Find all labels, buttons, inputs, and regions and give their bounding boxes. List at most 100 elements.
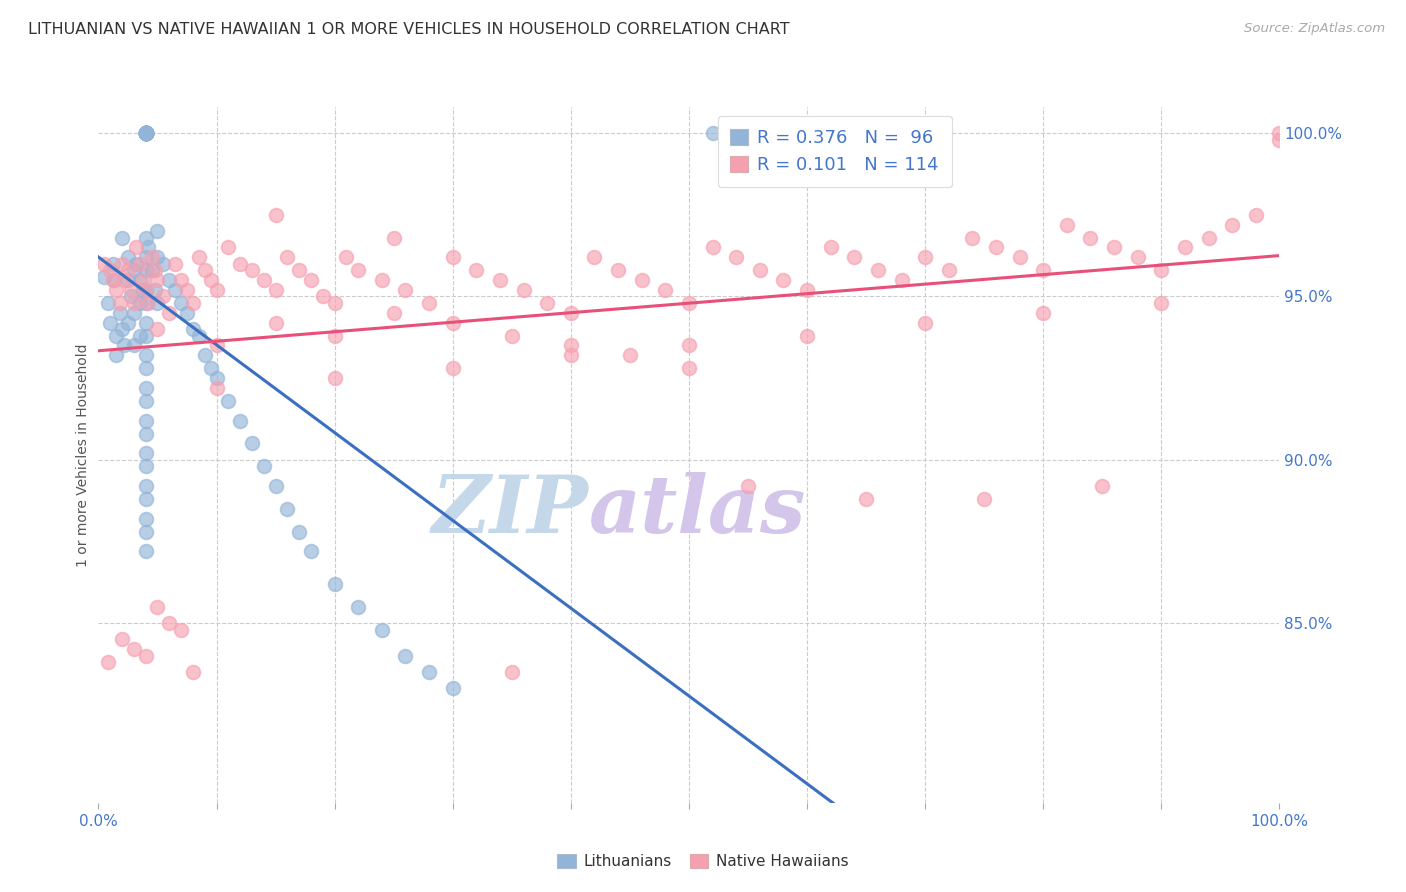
Point: [194, 263, 217, 277]
Point: [205, 338, 228, 352]
Point: [772, 273, 794, 287]
Point: [135, 648, 157, 663]
Point: [187, 328, 209, 343]
Point: [135, 126, 157, 140]
Point: [394, 283, 416, 297]
Point: [135, 126, 157, 140]
Point: [141, 263, 163, 277]
Point: [157, 616, 180, 631]
Point: [200, 273, 222, 287]
Point: [194, 348, 217, 362]
Point: [135, 446, 157, 460]
Point: [796, 283, 818, 297]
Point: [489, 273, 512, 287]
Point: [135, 459, 157, 474]
Point: [135, 414, 157, 428]
Point: [97, 296, 120, 310]
Point: [1126, 250, 1149, 264]
Point: [418, 296, 440, 310]
Point: [101, 257, 124, 271]
Point: [136, 296, 159, 310]
Point: [855, 491, 877, 506]
Point: [253, 459, 276, 474]
Point: [103, 273, 125, 287]
Point: [984, 240, 1007, 254]
Y-axis label: 1 or more Vehicles in Household: 1 or more Vehicles in Household: [76, 343, 90, 566]
Point: [157, 273, 180, 287]
Point: [560, 348, 582, 362]
Point: [276, 501, 298, 516]
Point: [122, 642, 145, 657]
Point: [441, 681, 464, 696]
Point: [135, 126, 157, 140]
Point: [128, 273, 150, 287]
Point: [938, 263, 960, 277]
Point: [135, 283, 157, 297]
Point: [441, 316, 464, 330]
Point: [125, 240, 148, 254]
Point: [418, 665, 440, 680]
Point: [347, 263, 370, 277]
Point: [205, 381, 228, 395]
Point: [501, 665, 523, 680]
Point: [1220, 218, 1243, 232]
Point: [371, 273, 394, 287]
Point: [181, 296, 204, 310]
Point: [122, 306, 145, 320]
Point: [112, 273, 135, 287]
Point: [630, 273, 652, 287]
Point: [135, 126, 157, 140]
Point: [135, 316, 157, 330]
Point: [288, 524, 311, 539]
Point: [135, 126, 157, 140]
Point: [441, 250, 464, 264]
Point: [135, 126, 157, 140]
Point: [678, 361, 700, 376]
Point: [536, 296, 558, 310]
Point: [1150, 296, 1173, 310]
Point: [165, 257, 187, 271]
Point: [176, 283, 198, 297]
Point: [135, 126, 157, 140]
Point: [323, 296, 346, 310]
Point: [105, 283, 128, 297]
Point: [98, 263, 121, 277]
Point: [205, 371, 228, 385]
Point: [117, 273, 139, 287]
Legend: Lithuanians, Native Hawaiians: Lithuanians, Native Hawaiians: [551, 848, 855, 875]
Point: [135, 491, 157, 506]
Point: [135, 544, 157, 558]
Point: [702, 240, 724, 254]
Point: [146, 599, 169, 614]
Point: [143, 283, 166, 297]
Point: [128, 257, 150, 271]
Point: [135, 394, 157, 409]
Point: [1008, 250, 1031, 264]
Point: [1056, 218, 1078, 232]
Point: [205, 283, 228, 297]
Point: [93, 257, 115, 271]
Point: [181, 665, 204, 680]
Text: atlas: atlas: [589, 472, 806, 549]
Point: [93, 269, 115, 284]
Point: [135, 126, 157, 140]
Point: [135, 479, 157, 493]
Point: [394, 648, 416, 663]
Point: [299, 273, 322, 287]
Point: [135, 361, 157, 376]
Point: [678, 296, 700, 310]
Point: [560, 338, 582, 352]
Point: [187, 250, 209, 264]
Point: [1268, 126, 1291, 140]
Point: [619, 348, 641, 362]
Point: [111, 230, 134, 244]
Point: [583, 250, 606, 264]
Point: [465, 263, 488, 277]
Point: [135, 524, 157, 539]
Legend: R = 0.376   N =  96, R = 0.101   N = 114: R = 0.376 N = 96, R = 0.101 N = 114: [717, 116, 952, 187]
Point: [141, 250, 163, 264]
Point: [323, 577, 346, 591]
Point: [512, 283, 534, 297]
Point: [136, 240, 159, 254]
Point: [135, 126, 157, 140]
